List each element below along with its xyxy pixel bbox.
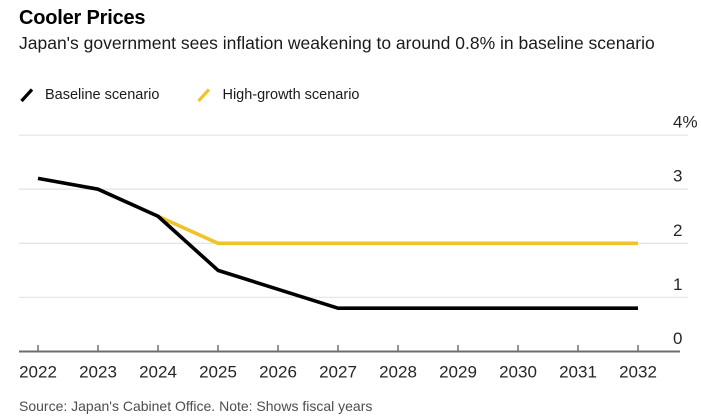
x-axis-tick-label: 2029 — [439, 363, 477, 382]
series-line-high-growth-scenario — [157, 214, 638, 246]
chart-legend: Baseline scenario High-growth scenario — [19, 87, 359, 103]
x-axis-tick-label: 2031 — [559, 363, 597, 382]
y-axis-tick-label: 4% — [673, 113, 698, 132]
x-axis-tick-label: 2023 — [79, 363, 117, 382]
legend-item-label: High-growth scenario — [222, 87, 360, 103]
y-axis-tick-label: 1 — [673, 275, 682, 294]
source-note: Source: Japan's Cabinet Office. Note: Sh… — [19, 398, 373, 414]
inflation-line-chart: 0 1 2 3 4% 2022 2023 2024 2025 2026 2027 2028 2029 20… — [19, 113, 698, 382]
line-slash-icon — [20, 88, 34, 103]
x-axis-tick-label: 2026 — [259, 363, 297, 382]
y-axis-tick-label: 0 — [673, 329, 682, 348]
x-axis-tick-label: 2024 — [139, 363, 177, 382]
x-axis-tick-label: 2032 — [619, 363, 657, 382]
x-axis-tick-label: 2028 — [379, 363, 417, 382]
series-line-baseline-scenario — [37, 176, 638, 311]
y-axis-tick-label: 3 — [673, 167, 682, 186]
chart-title: Cooler Prices — [19, 7, 146, 29]
x-axis-tick-label: 2022 — [19, 363, 57, 382]
y-axis-tick-label: 2 — [673, 221, 682, 240]
x-axis-tick-label: 2027 — [319, 363, 357, 382]
x-axis-tick-label: 2025 — [199, 363, 237, 382]
legend-item-baseline-scenario: Baseline scenario — [19, 87, 159, 103]
chart-subtitle: Japan's government sees inflation weaken… — [19, 33, 655, 53]
legend-item-label: Baseline scenario — [45, 87, 160, 103]
line-slash-icon — [197, 88, 211, 103]
legend-item-high-growth-scenario: High-growth scenario — [196, 87, 359, 103]
x-axis-tick-label: 2030 — [499, 363, 537, 382]
